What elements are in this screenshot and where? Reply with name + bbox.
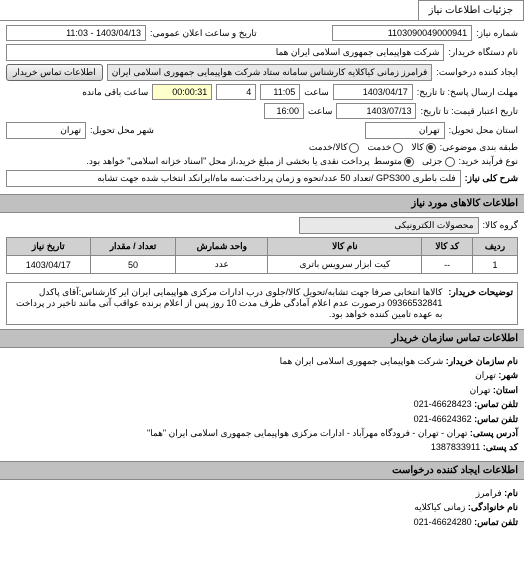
- radio-label: متوسط: [374, 156, 402, 167]
- buyer-desc-text: کالاها انتخابی صرفا جهت تشابه/تحویل کالا…: [11, 287, 442, 320]
- remain-time-field: 00:00:31: [152, 84, 212, 100]
- public-date-label: تاریخ و ساعت اعلان عمومی:: [150, 28, 257, 39]
- buyer-desc-box: توضیحات خریدار: کالاها انتخابی صرفا جهت …: [6, 282, 518, 325]
- radio-label: کالا: [411, 142, 423, 153]
- group-field: محصولات الکترونیکی: [299, 217, 479, 234]
- deadline-time-label: ساعت: [304, 87, 329, 98]
- buyer-desc-label: توضیحات خریدار:: [448, 287, 513, 320]
- creator-label: ایجاد کننده درخواست:: [436, 67, 518, 78]
- radio-icon: [426, 143, 436, 153]
- radio-item-khedmat[interactable]: خدمت: [367, 142, 403, 153]
- table-row: 1 -- کیت ابزار سرویس باتری عدد 50 1403/0…: [7, 256, 518, 274]
- buyer-field: شرکت هواپیمایی جمهوری اسلامی ایران هما: [6, 44, 444, 61]
- name-value: فرامرز: [476, 488, 502, 498]
- keywords-field: فلت باطری GPS300 /تعداد 50 عدد/نحوه و زم…: [6, 170, 461, 187]
- fax-label: تلفن تماس:: [474, 414, 518, 424]
- phone2-value: 46624280-021: [414, 517, 472, 527]
- validity-label: تاریخ اعتبار قیمت: تا تاریخ:: [420, 106, 518, 117]
- province-label: استان:: [493, 385, 518, 395]
- radio-icon: [404, 157, 414, 167]
- items-section-header: اطلاعات کالاهای مورد نیاز: [0, 194, 524, 213]
- header-section: شماره نیاز: 1103090049000941 تاریخ و ساع…: [0, 21, 524, 194]
- deadline-date-field: 1403/04/17: [333, 84, 413, 100]
- buyer-desc-section: توضیحات خریدار: کالاها انتخابی صرفا جهت …: [0, 278, 524, 329]
- radio-item-medium[interactable]: متوسط: [374, 156, 414, 167]
- td-name: کیت ابزار سرویس باتری: [268, 256, 422, 274]
- validity-date-field: 1403/07/13: [336, 103, 416, 119]
- validity-time-label: ساعت: [308, 106, 333, 117]
- radio-icon: [393, 143, 403, 153]
- th-code: کد کالا: [422, 238, 472, 256]
- validity-time-field: 16:00: [264, 103, 304, 119]
- delivery-city-label: شهر محل تحویل:: [90, 125, 154, 136]
- fax-value: 46624362-021: [414, 414, 472, 424]
- days-field: 4: [216, 84, 256, 100]
- req-no-field: 1103090049000941: [332, 25, 472, 41]
- org-label: نام سازمان خریدار:: [446, 356, 518, 366]
- td-qty: 50: [90, 256, 176, 274]
- td-unit: عدد: [176, 256, 268, 274]
- keywords-label: شرح کلی نیاز:: [465, 173, 518, 184]
- radio-icon: [349, 143, 359, 153]
- addr-label: آدرس پستی:: [470, 428, 518, 438]
- org-contact-title: اطلاعات تماس سازمان خریدار: [0, 329, 524, 348]
- need-type-radio-group: جزئی متوسط: [374, 156, 455, 167]
- province-value: تهران: [470, 385, 491, 395]
- th-date: تاریخ نیاز: [7, 238, 91, 256]
- org-value: شرکت هواپیمایی جمهوری اسلامی ایران هما: [280, 356, 444, 366]
- radio-label: کالا/خدمت: [309, 142, 348, 153]
- public-date-field: 1403/04/13 - 11:03: [6, 25, 146, 41]
- th-unit: واحد شمارش: [176, 238, 268, 256]
- td-code: --: [422, 256, 472, 274]
- remain-label: ساعت باقی مانده: [82, 87, 148, 98]
- table-header-row: ردیف کد کالا نام کالا واحد شمارش تعداد /…: [7, 238, 518, 256]
- post-label: کد پستی:: [483, 442, 518, 452]
- delivery-province-label: استان محل تحویل:: [449, 125, 518, 136]
- radio-icon: [445, 157, 455, 167]
- addr-value: تهران - تهران - فرودگاه مهرآباد - ادارات…: [147, 428, 467, 438]
- need-type-label: نوع فرآیند خرید:: [459, 156, 519, 167]
- phone-value: 46628423-021: [414, 399, 472, 409]
- deadline-time-field: 11:05: [260, 84, 300, 100]
- delivery-city-field: تهران: [6, 122, 86, 139]
- deadline-label: مهلت ارسال پاسخ: تا تاریخ:: [417, 87, 518, 98]
- payment-note: پرداخت نقدی یا بخشی از مبلغ خرید،از محل …: [86, 156, 369, 167]
- city-label: شهر:: [498, 370, 518, 380]
- items-section: گروه کالا: محصولات الکترونیکی ردیف کد کا…: [0, 213, 524, 278]
- contact-buyer-button[interactable]: اطلاعات تماس خریدار: [6, 64, 103, 81]
- req-no-label: شماره نیاز:: [476, 28, 518, 39]
- creator-contact-section: نام: فرامرز نام خانوادگی: زمانی کیاکلایه…: [0, 480, 524, 535]
- family-label: نام خانوادگی:: [468, 502, 518, 512]
- radio-item-kala[interactable]: کالا: [411, 142, 435, 153]
- td-index: 1: [472, 256, 517, 274]
- creator-contact-title: اطلاعات ایجاد کننده درخواست: [0, 461, 524, 480]
- delivery-province-field: تهران: [365, 122, 445, 139]
- th-index: ردیف: [472, 238, 517, 256]
- phone2-label: تلفن تماس:: [474, 517, 518, 527]
- radio-label: جزئی: [422, 156, 443, 167]
- org-contact-section: نام سازمان خریدار: شرکت هواپیمایی جمهوری…: [0, 348, 524, 461]
- phone-label: تلفن تماس:: [474, 399, 518, 409]
- group-label: گروه کالا:: [483, 220, 518, 231]
- radio-label: خدمت: [367, 142, 391, 153]
- post-value: 1387833911: [431, 442, 480, 452]
- grouping-label: طبقه بندی موضوعی:: [440, 142, 518, 153]
- radio-item-minor[interactable]: جزئی: [422, 156, 455, 167]
- tab-bar: جزئیات اطلاعات نیاز: [0, 0, 524, 21]
- radio-item-both[interactable]: کالا/خدمت: [309, 142, 360, 153]
- name-label: نام:: [504, 488, 518, 498]
- city-value: تهران: [475, 370, 496, 380]
- buyer-label: نام دستگاه خریدار:: [448, 47, 518, 58]
- family-value: زمانی کیاکلایه: [414, 502, 465, 512]
- td-date: 1403/04/17: [7, 256, 91, 274]
- th-name: نام کالا: [268, 238, 422, 256]
- th-qty: تعداد / مقدار: [90, 238, 176, 256]
- grouping-radio-group: کالا خدمت کالا/خدمت: [309, 142, 436, 153]
- items-table: ردیف کد کالا نام کالا واحد شمارش تعداد /…: [6, 237, 518, 274]
- creator-field: فرامرز زمانی کیاکلایه کارشناس سامانه ستا…: [107, 64, 433, 81]
- tab-details[interactable]: جزئیات اطلاعات نیاز: [418, 0, 524, 20]
